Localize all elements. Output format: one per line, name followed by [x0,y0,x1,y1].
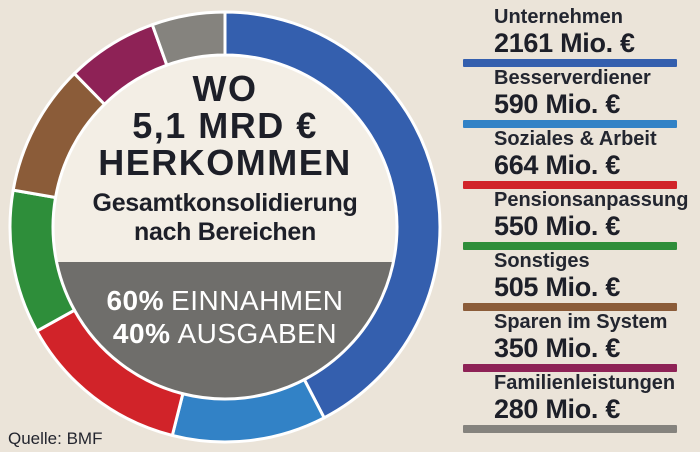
legend-color-bar [463,364,677,372]
legend-item-label: Pensionsanpassung [494,189,689,211]
legend-color-bar [463,242,677,250]
legend-color-bar [463,59,677,67]
legend-item-value: 280 Mio. € [494,394,621,424]
legend-item: Unternehmen 2161 Mio. € [463,6,677,67]
legend-item-label: Sparen im System [494,311,668,333]
donut-chart [8,10,442,444]
legend-item: Besserverdiener 590 Mio. € [463,67,677,128]
legend-item-value: 505 Mio. € [494,272,621,302]
legend-item-value: 590 Mio. € [494,89,621,119]
source-note: Quelle: BMF [8,429,103,448]
legend-item-value: 350 Mio. € [494,333,621,363]
legend-color-bar [463,120,677,128]
legend-item-value: 2161 Mio. € [494,28,635,58]
legend-color-bar [463,425,677,433]
legend-item: Sonstiges 505 Mio. € [463,250,677,311]
legend-item-label: Soziales & Arbeit [494,128,657,150]
legend-item: Pensionsanpassung 550 Mio. € [463,189,689,250]
legend: Unternehmen 2161 Mio. € Besserverdiener … [463,6,689,433]
legend-color-bar [463,303,677,311]
legend-item-value: 664 Mio. € [494,150,621,180]
donut-segment-familienleistungen [150,10,227,67]
legend-item: Sparen im System 350 Mio. € [463,311,677,372]
legend-item: Familienleistungen 280 Mio. € [463,372,677,433]
donut-chord-band [56,262,394,399]
donut-chart-area: WO 5,1 MRD € HERKOMMEN Gesamtkonsolidier… [8,10,442,444]
legend-item-label: Familienleistungen [494,372,676,394]
legend-item-label: Besserverdiener [494,67,651,89]
legend-item-value: 550 Mio. € [494,211,621,241]
legend-item-label: Unternehmen [494,6,623,28]
legend-item-label: Sonstiges [494,250,590,272]
donut-segment-unternehmen [223,10,442,420]
legend-item: Soziales & Arbeit 664 Mio. € [463,128,677,189]
legend-color-bar [463,181,677,189]
